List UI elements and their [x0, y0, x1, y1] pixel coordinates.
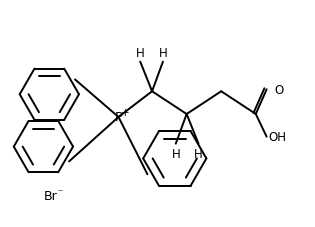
Text: O: O: [275, 84, 284, 96]
Text: +: +: [121, 108, 130, 118]
Text: ⁻: ⁻: [57, 187, 63, 197]
Text: H: H: [194, 147, 203, 160]
Text: H: H: [158, 47, 167, 59]
Text: H: H: [171, 147, 180, 160]
Text: H: H: [136, 47, 145, 59]
Text: OH: OH: [269, 131, 287, 143]
Text: P: P: [114, 111, 123, 124]
Text: Br: Br: [43, 190, 57, 202]
